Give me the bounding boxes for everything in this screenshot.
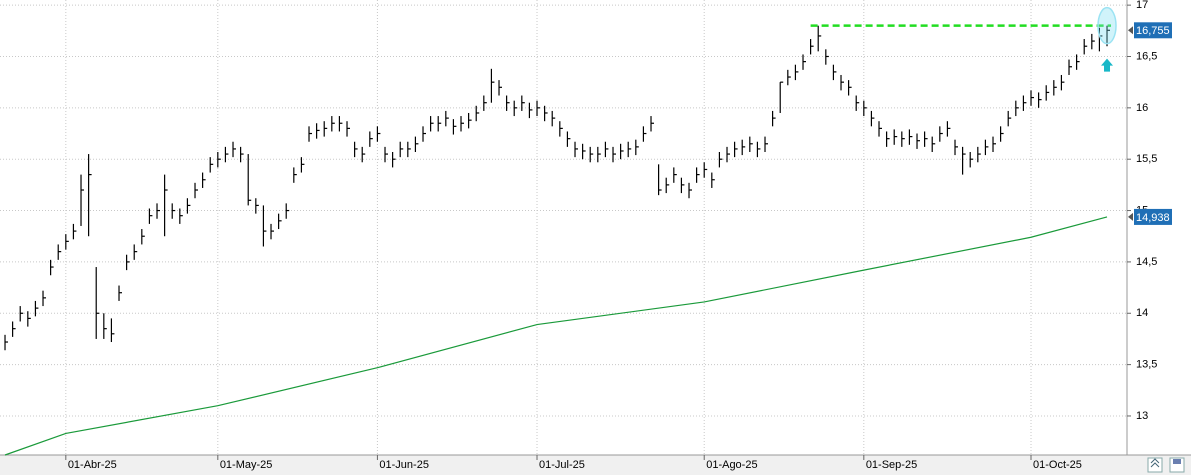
- price-label-pointer: [1128, 212, 1133, 221]
- up-arrow: [1101, 58, 1114, 72]
- x-tick-label: 01-Sep-25: [866, 459, 917, 471]
- x-tick-label: 01-Jun-25: [379, 459, 429, 471]
- highlight-circle: [1097, 6, 1117, 45]
- y-tick-label: 13,5: [1136, 359, 1157, 371]
- x-tick-label: 01-May-25: [220, 459, 273, 471]
- y-tick-label: 13: [1136, 410, 1148, 422]
- y-tick-label: 16,5: [1136, 50, 1157, 62]
- y-tick-label: 15,5: [1136, 153, 1157, 165]
- zoom-button[interactable]: [1147, 457, 1163, 473]
- y-tick-label: 14,5: [1136, 256, 1157, 268]
- zoom-icon: [1150, 458, 1160, 468]
- moving-average: [4, 216, 1108, 456]
- x-tick-label: 01-Ago-25: [706, 459, 757, 471]
- x-axis-band: [0, 455, 1191, 475]
- y-tick-label: 17: [1136, 0, 1148, 11]
- x-tick-label: 01-Abr-25: [68, 459, 117, 471]
- y-tick-label: 14: [1136, 307, 1148, 319]
- price-label-pointer: [1128, 26, 1133, 35]
- x-tick-label: 01-Oct-25: [1033, 459, 1082, 471]
- price-label: 16,755: [1136, 25, 1170, 37]
- price-label: 14,938: [1136, 212, 1170, 224]
- x-tick-label: 01-Jul-25: [539, 459, 585, 471]
- price-label-box: [1134, 208, 1172, 225]
- save-icon: [1173, 459, 1181, 464]
- y-tick-label: 16: [1136, 102, 1148, 114]
- price-label-box: [1134, 22, 1172, 39]
